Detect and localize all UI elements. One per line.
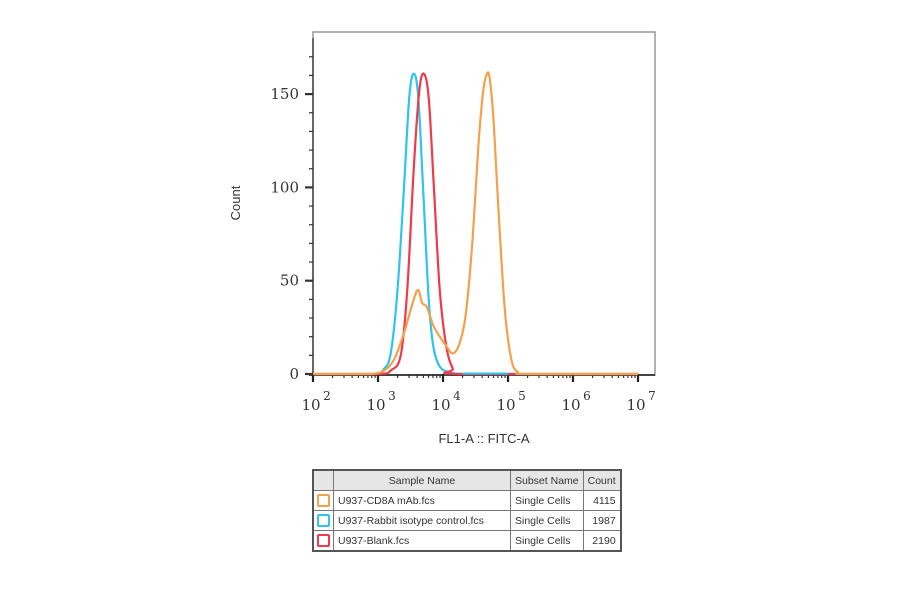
legend-header-row: Sample Name Subset Name Count (312, 469, 622, 491)
x-tick-exponent: 4 (453, 389, 461, 403)
histogram-series-line (312, 71, 639, 376)
x-axis: 10 2 10 3 10 4 10 5 10 6 10 7 (301, 374, 656, 414)
x-tick-label: 10 (301, 396, 320, 414)
legend-subset-name: Single Cells (510, 490, 584, 511)
legend-swatch-cell (312, 510, 334, 531)
legend-swatch-icon (317, 534, 330, 547)
legend-subset-name: Single Cells (510, 510, 584, 531)
x-tick-label: 10 (431, 396, 450, 414)
legend-header-subset: Subset Name (510, 469, 584, 491)
x-tick-exponent: 7 (648, 389, 656, 403)
legend-count: 2190 (582, 530, 622, 552)
legend-header-swatch (312, 469, 334, 491)
legend-swatch-icon (317, 514, 330, 527)
x-tick-label: 10 (626, 396, 645, 414)
y-tick-label: 150 (270, 85, 299, 103)
y-tick-label: 50 (280, 272, 299, 290)
legend-swatch-cell (312, 530, 334, 552)
x-tick-exponent: 3 (388, 389, 396, 403)
x-tick-label: 10 (496, 396, 515, 414)
x-tick-label: 10 (366, 396, 385, 414)
legend-swatch-icon (317, 494, 330, 507)
legend-subset-name: Single Cells (510, 530, 584, 552)
y-tick-label: 100 (270, 178, 299, 196)
histogram-series-line (312, 72, 639, 376)
x-tick-exponent: 6 (583, 389, 591, 403)
x-tick-exponent: 5 (518, 389, 526, 403)
x-tick-exponent: 2 (323, 389, 331, 403)
x-tick-label: 10 (561, 396, 580, 414)
legend-sample-name: U937-Rabbit isotype control.fcs (333, 510, 511, 531)
legend-row: U937-CD8A mAb.fcs Single Cells 4115 (312, 490, 622, 511)
y-axis: 0 50 100 150 (270, 38, 314, 383)
legend-sample-name: U937-Blank.fcs (333, 530, 511, 552)
legend-row: U937-Rabbit isotype control.fcs Single C… (312, 510, 622, 531)
legend-header-sample: Sample Name (333, 469, 511, 491)
legend-count: 1987 (582, 510, 622, 531)
x-axis-title: FL1-A :: FITC-A (438, 431, 529, 446)
y-axis-title: Count (228, 185, 243, 220)
series-layer (312, 71, 639, 376)
legend-swatch-cell (312, 490, 334, 511)
legend-count: 4115 (582, 490, 622, 511)
legend-header-count: Count (582, 469, 622, 491)
legend-sample-name: U937-CD8A mAb.fcs (333, 490, 511, 511)
legend-table: Sample Name Subset Name Count U937-CD8A … (312, 469, 622, 552)
legend-row: U937-Blank.fcs Single Cells 2190 (312, 530, 622, 552)
y-tick-label: 0 (289, 365, 299, 383)
